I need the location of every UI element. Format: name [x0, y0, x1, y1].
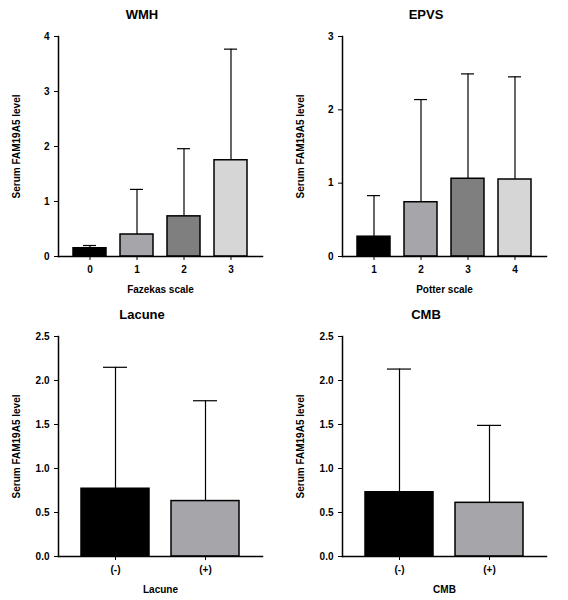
- svg-text:0: 0: [328, 251, 334, 262]
- svg-text:3: 3: [228, 264, 234, 275]
- html-text:EPVS: EPVS: [408, 7, 444, 22]
- svg-text:Serum FAM19A5 level: Serum FAM19A5 level: [295, 394, 306, 498]
- svg-text:0.5: 0.5: [36, 507, 50, 518]
- svg-text:Serum FAM19A5 level: Serum FAM19A5 level: [295, 94, 306, 198]
- svg-text:2.5: 2.5: [36, 331, 50, 342]
- svg-text:3: 3: [44, 86, 50, 97]
- svg-text:Serum FAM19A5 level: Serum FAM19A5 level: [11, 94, 22, 198]
- svg-text:1.0: 1.0: [320, 463, 334, 474]
- svg-text:1: 1: [134, 264, 140, 275]
- svg-text:(+): (+): [483, 564, 496, 575]
- svg-text:2: 2: [418, 264, 424, 275]
- svg-text:2.0: 2.0: [36, 375, 50, 386]
- svg-text:0: 0: [87, 264, 93, 275]
- svg-text:Serum FAM19A5 level: Serum FAM19A5 level: [11, 394, 22, 498]
- svg-text:4: 4: [512, 264, 518, 275]
- html-text:CMB: CMB: [411, 307, 441, 322]
- svg-text:1.5: 1.5: [320, 419, 334, 430]
- svg-text:2: 2: [44, 141, 50, 152]
- svg-text:0.0: 0.0: [36, 551, 50, 562]
- svg-text:Potter scale: Potter scale: [416, 284, 473, 295]
- svg-text:1: 1: [371, 264, 377, 275]
- svg-text:2.5: 2.5: [320, 331, 334, 342]
- svg-text:CMB: CMB: [433, 584, 456, 595]
- svg-text:(+): (+): [199, 564, 212, 575]
- svg-text:0.0: 0.0: [320, 551, 334, 562]
- svg-text:0.5: 0.5: [320, 507, 334, 518]
- svg-text:Fazekas scale: Fazekas scale: [127, 284, 194, 295]
- svg-text:2: 2: [328, 104, 334, 115]
- svg-text:0: 0: [44, 251, 50, 262]
- svg-text:1.5: 1.5: [36, 419, 50, 430]
- svg-text:Lacune: Lacune: [143, 584, 178, 595]
- html-text:Lacune: Lacune: [119, 307, 165, 322]
- svg-text:2.0: 2.0: [320, 375, 334, 386]
- svg-text:2: 2: [181, 264, 187, 275]
- svg-text:3: 3: [328, 31, 334, 42]
- svg-text:1: 1: [44, 196, 50, 207]
- svg-text:4: 4: [44, 31, 50, 42]
- svg-text:1: 1: [328, 177, 334, 188]
- svg-text:(-): (-): [111, 564, 121, 575]
- svg-text:(-): (-): [395, 564, 405, 575]
- svg-text:1.0: 1.0: [36, 463, 50, 474]
- html-text:WMH: WMH: [125, 7, 159, 22]
- svg-text:3: 3: [465, 264, 471, 275]
